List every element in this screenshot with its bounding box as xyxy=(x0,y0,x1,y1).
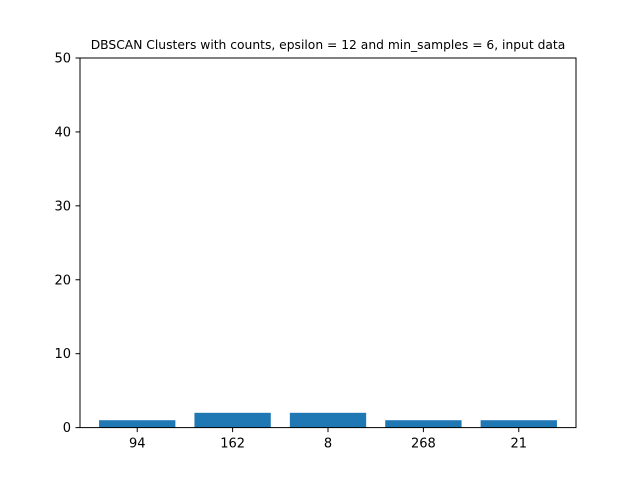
y-axis: 0 10 20 30 40 50 xyxy=(54,52,80,436)
y-tick-label: 40 xyxy=(54,125,71,140)
x-tick-label: 8 xyxy=(324,437,332,452)
x-tick-label: 21 xyxy=(510,437,527,452)
bars-layer xyxy=(99,412,557,428)
y-tick-label: 0 xyxy=(63,421,71,436)
y-tick-label: 30 xyxy=(54,199,71,214)
y-tick-label: 50 xyxy=(54,52,71,67)
x-tick-label: 162 xyxy=(220,437,245,452)
bar-268 xyxy=(385,420,462,428)
y-tick-label: 10 xyxy=(54,347,71,362)
bar-21 xyxy=(480,420,557,428)
plot-frame xyxy=(79,57,577,429)
x-tick-label: 94 xyxy=(129,437,146,452)
bar-94 xyxy=(99,420,176,428)
bar-8 xyxy=(289,412,367,428)
y-tick-label: 20 xyxy=(54,273,71,288)
chart-title: DBSCAN Clusters with counts, epsilon = 1… xyxy=(91,38,566,52)
x-axis: 94 162 8 268 21 xyxy=(129,427,527,452)
bar-162 xyxy=(194,412,271,428)
x-tick-label: 268 xyxy=(411,437,436,452)
